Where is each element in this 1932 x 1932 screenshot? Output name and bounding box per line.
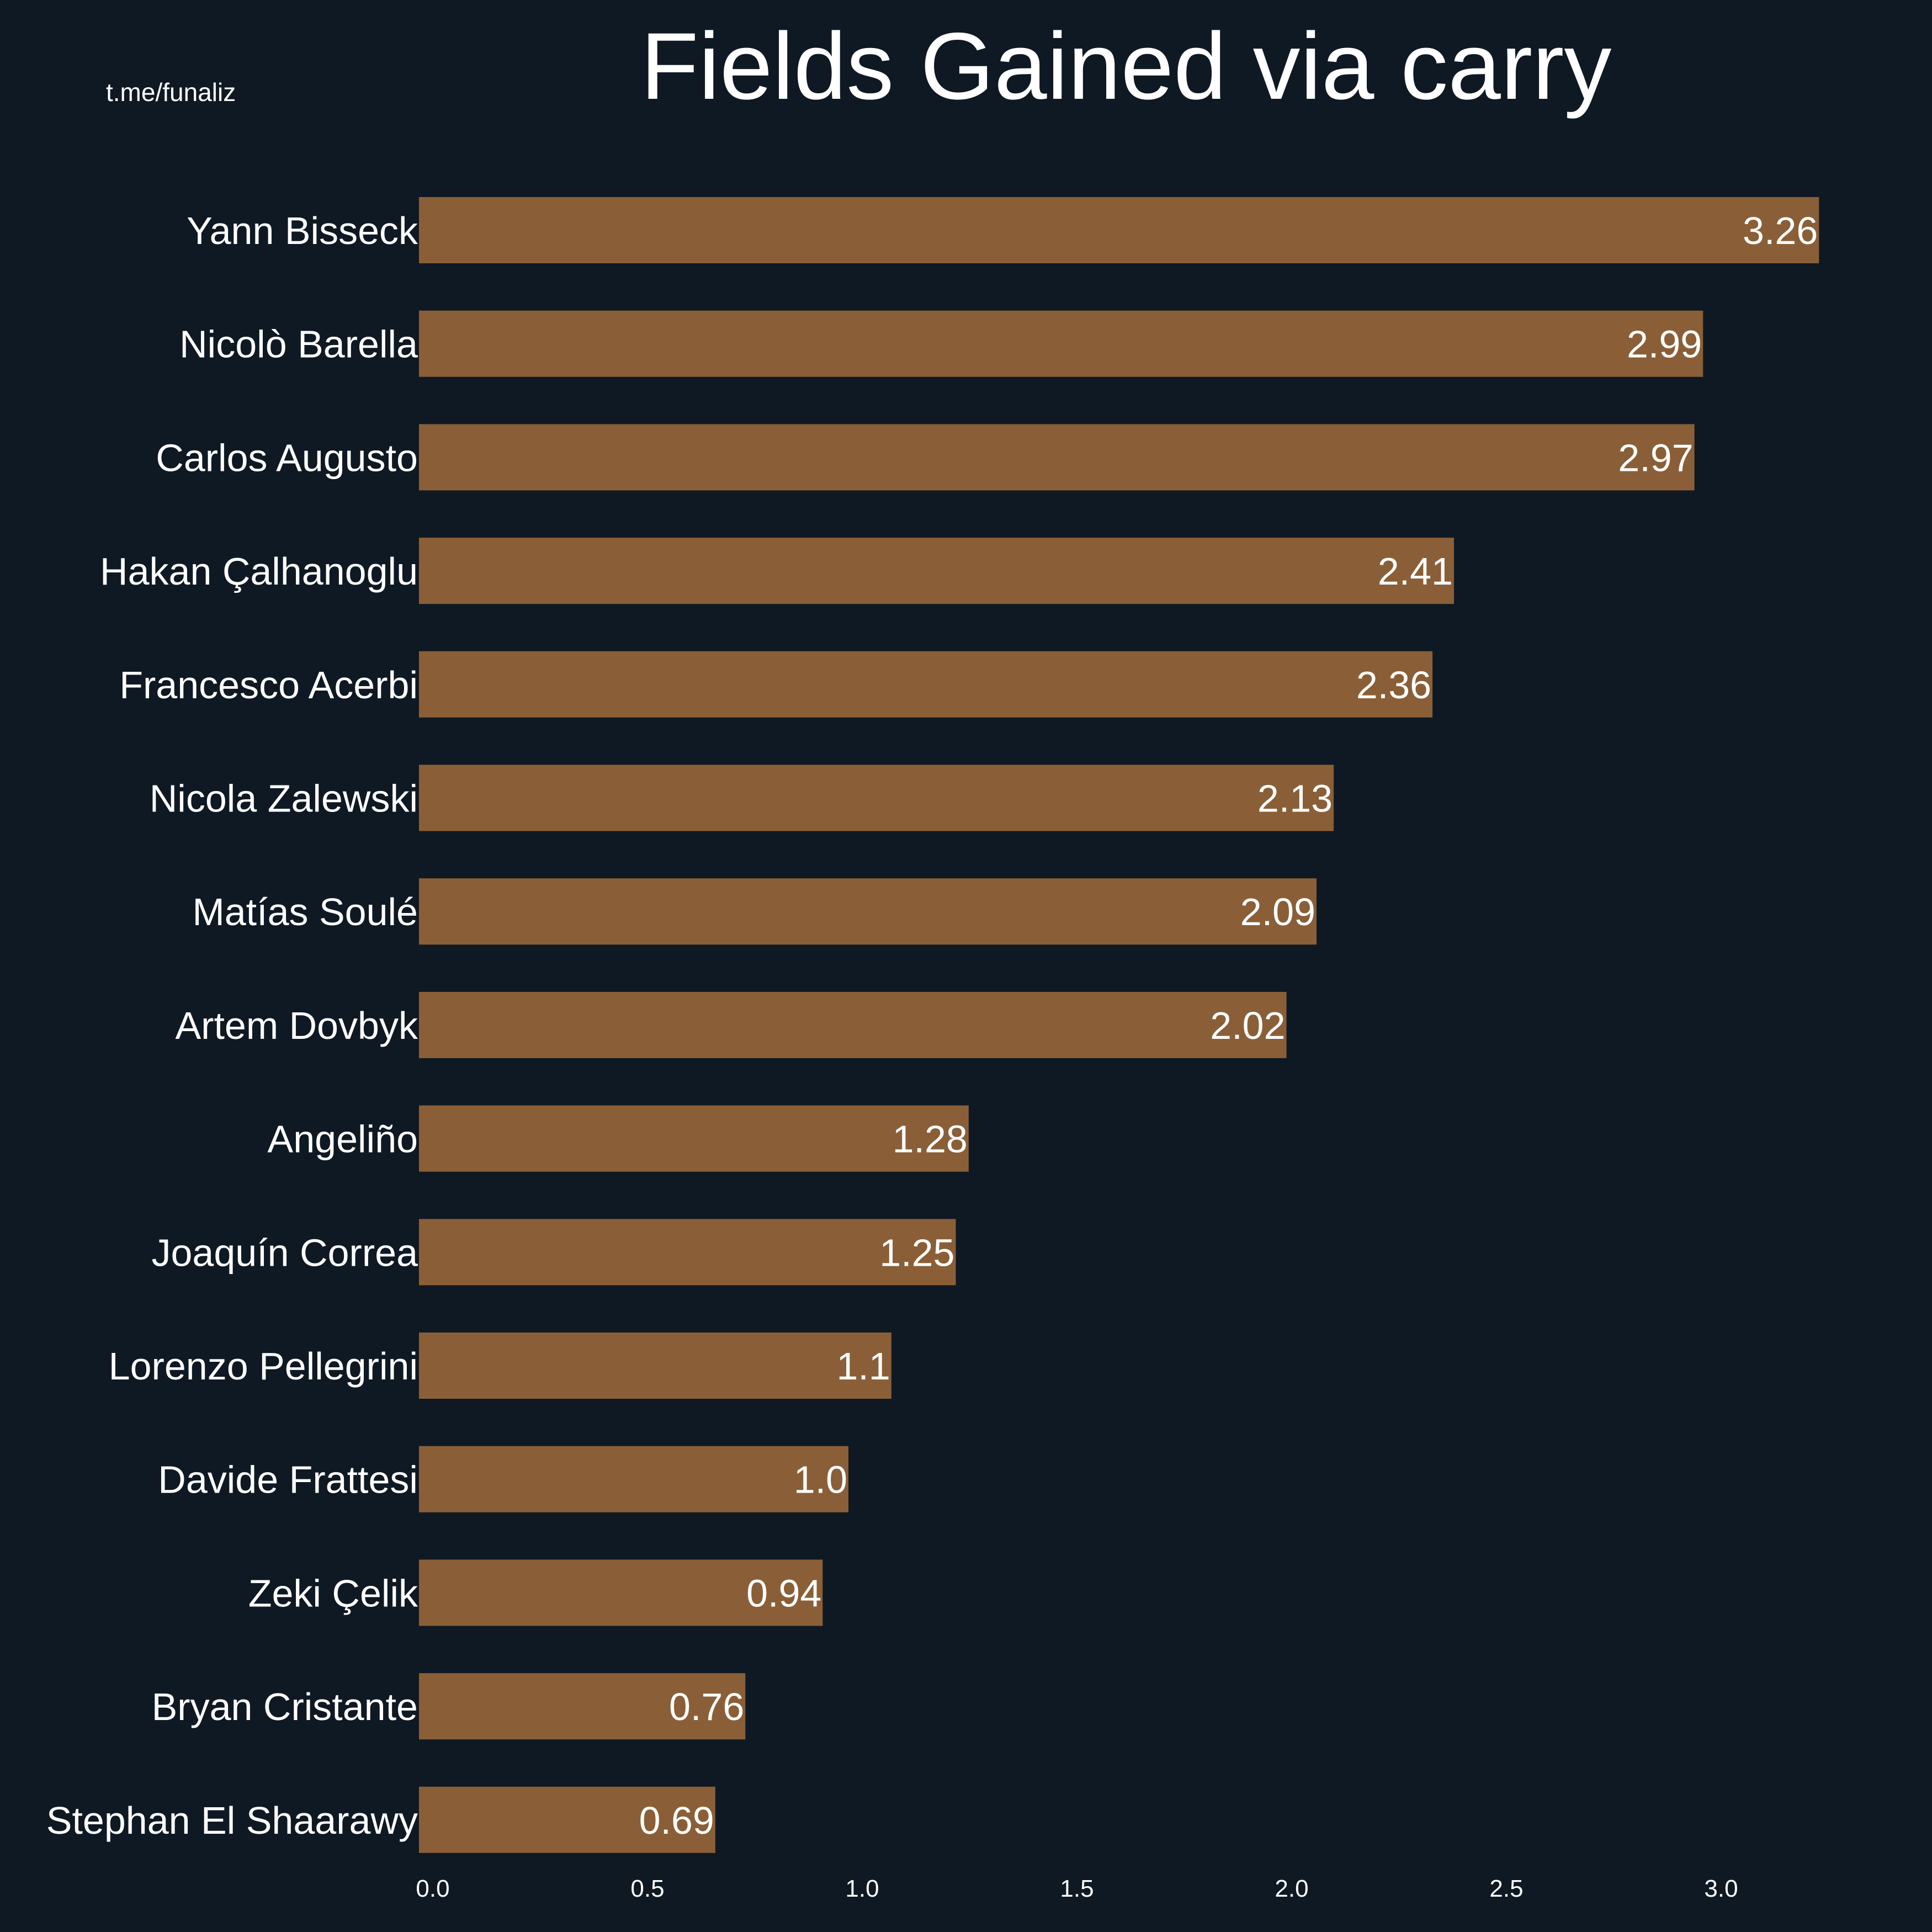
bar — [419, 310, 1703, 377]
category-label: Matías Soulé — [192, 890, 418, 933]
value-label: 0.94 — [746, 1572, 821, 1615]
x-tick-label: 0.5 — [630, 1875, 664, 1902]
category-label: Davide Frattesi — [158, 1458, 418, 1501]
bar — [419, 991, 1287, 1058]
value-label: 0.69 — [639, 1799, 714, 1842]
category-label: Artem Dovbyk — [175, 1004, 418, 1047]
category-label: Zeki Çelik — [248, 1572, 418, 1615]
bar — [419, 765, 1334, 831]
category-label: Bryan Cristante — [152, 1685, 418, 1728]
value-label: 2.13 — [1257, 777, 1333, 820]
category-label: Nicola Zalewski — [150, 777, 418, 820]
x-tick-label: 1.5 — [1060, 1875, 1094, 1902]
value-label: 2.02 — [1210, 1004, 1285, 1047]
watermark: t.me/funaliz — [106, 78, 236, 107]
bar — [419, 651, 1433, 718]
bar — [419, 1446, 848, 1512]
x-tick-label: 1.0 — [845, 1875, 879, 1902]
value-label: 2.36 — [1356, 664, 1431, 707]
bar — [419, 424, 1695, 491]
value-label: 2.41 — [1378, 550, 1453, 593]
value-label: 3.26 — [1743, 209, 1818, 252]
value-label: 1.1 — [836, 1345, 890, 1388]
category-label: Angeliño — [268, 1118, 418, 1161]
bar — [419, 1333, 891, 1399]
value-label: 2.97 — [1618, 436, 1693, 479]
category-label: Hakan Çalhanoglu — [100, 550, 418, 593]
x-tick-label: 2.0 — [1275, 1875, 1308, 1902]
bar — [419, 1105, 969, 1172]
bar — [419, 1673, 746, 1740]
category-label: Stephan El Shaarawy — [46, 1799, 418, 1842]
category-label: Yann Bisseck — [187, 209, 418, 252]
bar — [419, 878, 1317, 945]
bar — [419, 1559, 823, 1626]
value-label: 2.99 — [1627, 323, 1702, 366]
x-tick-label: 0.0 — [416, 1875, 449, 1902]
value-label: 1.28 — [893, 1118, 968, 1161]
category-label: Lorenzo Pellegrini — [109, 1345, 418, 1388]
value-label: 0.76 — [669, 1685, 744, 1728]
x-tick-label: 3.0 — [1704, 1875, 1738, 1902]
chart-title: Fields Gained via carry — [640, 13, 1612, 119]
category-label: Joaquín Correa — [151, 1231, 418, 1274]
category-label: Francesco Acerbi — [119, 664, 418, 707]
category-label: Carlos Augusto — [156, 436, 418, 479]
bar — [419, 1786, 715, 1853]
bar — [419, 1219, 956, 1286]
value-label: 1.25 — [879, 1231, 954, 1274]
bar — [419, 538, 1454, 604]
value-label: 2.09 — [1240, 890, 1315, 933]
value-label: 1.0 — [794, 1458, 847, 1501]
category-label: Nicolò Barella — [179, 323, 418, 366]
bar — [419, 197, 1819, 263]
x-tick-label: 2.5 — [1489, 1875, 1523, 1902]
